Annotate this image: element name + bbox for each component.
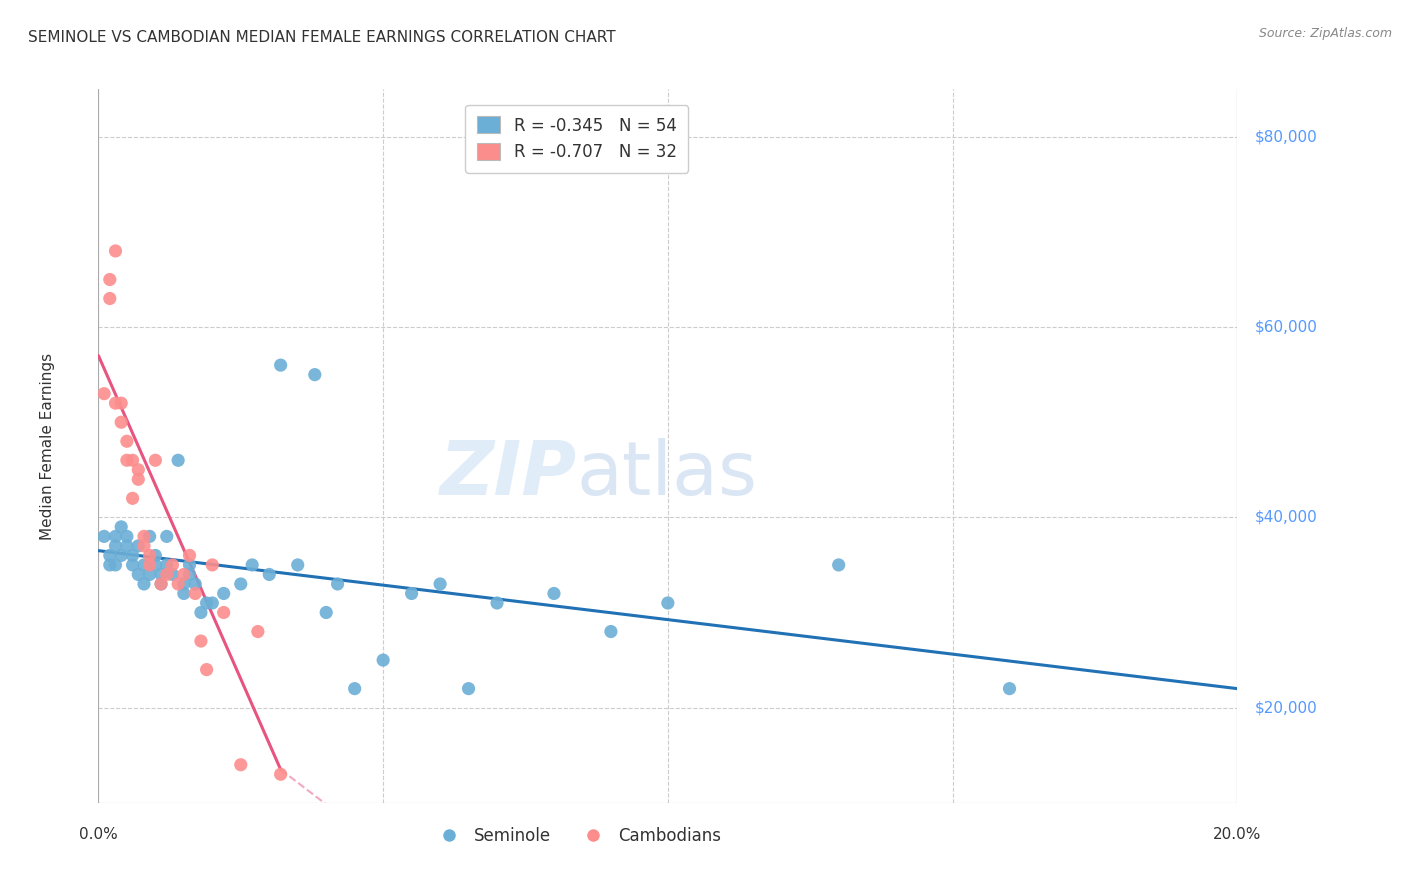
Text: $20,000: $20,000	[1254, 700, 1317, 715]
Text: ZIP: ZIP	[440, 438, 576, 511]
Point	[98, 272, 121, 286]
Point	[98, 292, 121, 306]
Point	[201, 558, 224, 572]
Point	[195, 663, 218, 677]
Point	[287, 558, 309, 572]
Point	[132, 558, 155, 572]
Point	[184, 586, 207, 600]
Text: Source: ZipAtlas.com: Source: ZipAtlas.com	[1258, 27, 1392, 40]
Point	[543, 586, 565, 600]
Point	[229, 577, 252, 591]
Point	[343, 681, 366, 696]
Point	[145, 558, 167, 572]
Point	[162, 567, 184, 582]
Point	[401, 586, 423, 600]
Point	[115, 453, 138, 467]
Point	[246, 624, 269, 639]
Point	[93, 386, 115, 401]
Point	[145, 453, 167, 467]
Point	[828, 558, 851, 572]
Point	[104, 529, 127, 543]
Point	[138, 529, 160, 543]
Point	[156, 529, 179, 543]
Point	[270, 767, 292, 781]
Point	[132, 529, 155, 543]
Point	[127, 539, 149, 553]
Point	[173, 577, 195, 591]
Point	[179, 558, 201, 572]
Point	[138, 549, 160, 563]
Point	[127, 472, 149, 486]
Point	[150, 577, 173, 591]
Point	[115, 539, 138, 553]
Text: $80,000: $80,000	[1254, 129, 1317, 145]
Point	[138, 567, 160, 582]
Point	[167, 453, 190, 467]
Point	[110, 396, 132, 410]
Point	[150, 567, 173, 582]
Point	[98, 558, 121, 572]
Point	[486, 596, 509, 610]
Point	[167, 577, 190, 591]
Point	[93, 529, 115, 543]
Point	[240, 558, 263, 572]
Point	[138, 558, 160, 572]
Point	[270, 358, 292, 372]
Point	[195, 596, 218, 610]
Point	[373, 653, 395, 667]
Point	[110, 520, 132, 534]
Point	[657, 596, 679, 610]
Point	[104, 539, 127, 553]
Point	[121, 558, 143, 572]
Point	[121, 453, 143, 467]
Point	[145, 549, 167, 563]
Point	[132, 577, 155, 591]
Text: $40,000: $40,000	[1254, 510, 1317, 524]
Text: atlas: atlas	[576, 438, 758, 511]
Point	[98, 549, 121, 563]
Point	[457, 681, 479, 696]
Point	[150, 577, 173, 591]
Point	[212, 586, 235, 600]
Point	[115, 434, 138, 449]
Point	[184, 577, 207, 591]
Point	[162, 558, 184, 572]
Text: SEMINOLE VS CAMBODIAN MEDIAN FEMALE EARNINGS CORRELATION CHART: SEMINOLE VS CAMBODIAN MEDIAN FEMALE EARN…	[28, 29, 616, 45]
Point	[190, 606, 212, 620]
Point	[104, 396, 127, 410]
Point	[127, 463, 149, 477]
Point	[304, 368, 326, 382]
Point	[156, 567, 179, 582]
Point	[121, 491, 143, 506]
Point	[600, 624, 623, 639]
Point	[201, 596, 224, 610]
Point	[173, 567, 195, 582]
Point	[121, 549, 143, 563]
Text: 0.0%: 0.0%	[79, 827, 118, 841]
Point	[110, 415, 132, 429]
Point	[326, 577, 349, 591]
Point	[429, 577, 451, 591]
Legend: Seminole, Cambodians: Seminole, Cambodians	[426, 821, 728, 852]
Point	[132, 539, 155, 553]
Point	[173, 586, 195, 600]
Point	[998, 681, 1021, 696]
Point	[179, 567, 201, 582]
Point	[212, 606, 235, 620]
Text: 20.0%: 20.0%	[1213, 827, 1261, 841]
Point	[127, 567, 149, 582]
Text: $60,000: $60,000	[1254, 319, 1317, 334]
Point	[104, 558, 127, 572]
Point	[190, 634, 212, 648]
Text: Median Female Earnings: Median Female Earnings	[39, 352, 55, 540]
Point	[104, 244, 127, 258]
Point	[179, 549, 201, 563]
Point	[110, 549, 132, 563]
Point	[315, 606, 337, 620]
Point	[229, 757, 252, 772]
Point	[156, 558, 179, 572]
Point	[259, 567, 281, 582]
Point	[115, 529, 138, 543]
